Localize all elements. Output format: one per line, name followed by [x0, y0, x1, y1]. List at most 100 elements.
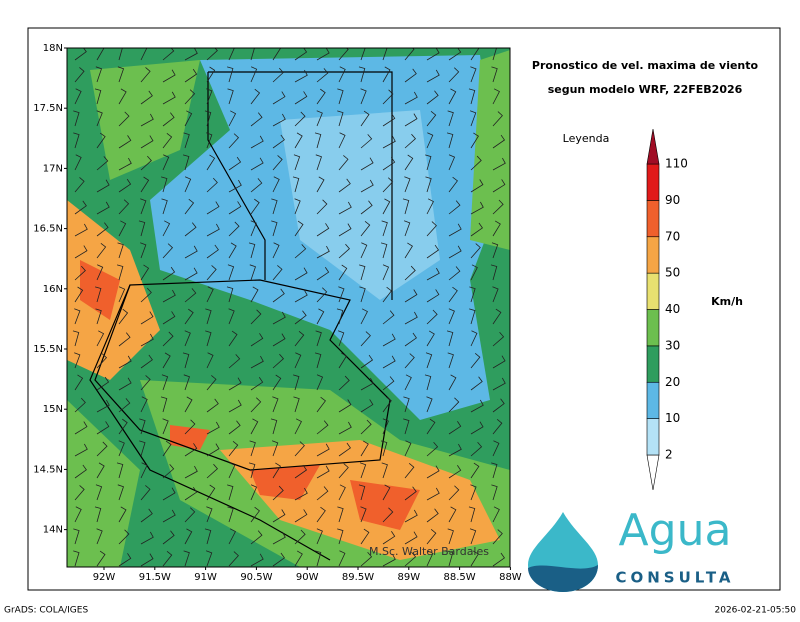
title-line: Pronostico de vel. maxima de viento	[532, 59, 759, 72]
wind-barb	[470, 462, 480, 479]
wind-barb	[470, 66, 477, 83]
wind-barb	[470, 376, 483, 391]
wind-barb	[138, 220, 146, 237]
wind-barb	[338, 132, 346, 149]
wind-barb	[184, 465, 198, 479]
wind-barb	[294, 244, 307, 259]
wind-barb	[74, 374, 84, 391]
wind-barb	[316, 223, 330, 237]
wind-barb	[404, 133, 417, 149]
wind-barb	[446, 330, 454, 347]
wind-barb	[426, 198, 434, 215]
wind-barb	[182, 154, 190, 171]
legend-level: 110	[665, 157, 688, 171]
wind-barb	[118, 308, 129, 325]
wind-barb	[359, 462, 367, 479]
wind-barb	[206, 177, 218, 193]
wind-barb	[426, 330, 435, 347]
lon-label: 89.5W	[342, 572, 374, 583]
wind-barb	[314, 132, 322, 149]
wind-barb	[117, 484, 124, 501]
wind-barb	[426, 465, 440, 479]
wind-barb	[404, 463, 415, 479]
wind-barb	[338, 264, 348, 281]
wind-barb	[404, 176, 411, 193]
wind-barb	[316, 48, 330, 61]
wind-barb	[140, 553, 154, 567]
wind-barb	[492, 157, 506, 171]
wind-barb	[228, 201, 242, 215]
wind-barb	[272, 113, 286, 127]
wind-barb	[382, 286, 392, 303]
wind-barb	[337, 528, 344, 545]
wind-barb	[382, 177, 394, 193]
wind-barb	[294, 352, 302, 369]
wind-barb	[74, 286, 84, 303]
wind-barb	[206, 265, 217, 281]
wind-barb	[205, 308, 212, 325]
wind-barb	[404, 311, 418, 325]
wind-barb	[360, 552, 373, 567]
lat-label: 14.5N	[33, 464, 63, 475]
legend-level: 90	[665, 193, 680, 207]
wind-barb	[118, 440, 125, 457]
wind-barb	[315, 154, 322, 171]
wind-barb	[228, 420, 241, 435]
wind-barb	[360, 134, 373, 149]
wind-barb	[360, 110, 370, 127]
wind-barb	[448, 286, 458, 303]
wind-barb	[74, 200, 87, 215]
wind-barb	[492, 419, 503, 435]
wind-barb	[162, 220, 171, 237]
wind-barb	[74, 352, 81, 369]
lon-label: 92W	[93, 572, 116, 583]
wind-barb	[294, 464, 308, 479]
frame	[27, 27, 781, 591]
wind-barb	[425, 176, 432, 193]
wind-barb	[74, 245, 88, 259]
wind-barb	[426, 48, 440, 61]
wind-barb	[96, 550, 106, 567]
wind-barb	[316, 528, 323, 545]
wind-barb	[382, 553, 396, 567]
wind-barb	[360, 331, 371, 347]
wind-barb	[272, 462, 281, 479]
wind-barb	[338, 178, 351, 193]
wind-barb	[294, 48, 308, 61]
wind-barb	[204, 528, 212, 545]
wind-barb	[360, 200, 373, 215]
wind-barb	[96, 528, 103, 545]
wind-barb	[184, 48, 198, 61]
wind-barb	[426, 221, 437, 237]
wind-barb	[272, 374, 282, 391]
wind-barb	[250, 178, 263, 193]
wind-barb	[447, 528, 454, 545]
wind-barb	[206, 375, 217, 391]
wind-barb	[140, 333, 154, 347]
wind-barb	[404, 551, 417, 567]
wind-barb	[184, 396, 193, 413]
wind-barb	[162, 132, 173, 149]
wind-barb	[228, 462, 236, 479]
wind-barb	[118, 506, 127, 523]
title-line: segun modelo WRF, 22FEB2026	[548, 83, 743, 96]
legend-level: 2	[665, 448, 673, 462]
wind-barb	[448, 200, 461, 215]
wind-barb	[96, 242, 107, 259]
wind-barb	[272, 485, 284, 501]
wind-barb	[272, 176, 280, 193]
wind-barb	[162, 289, 176, 303]
wind-barb	[271, 440, 279, 457]
wind-barb	[359, 264, 366, 281]
wind-barb	[95, 286, 102, 303]
lat-label: 16.5N	[33, 224, 63, 235]
wind-barb	[74, 154, 82, 171]
wind-barb	[118, 48, 123, 61]
wind-barb	[337, 110, 344, 127]
wind-barb	[360, 88, 367, 105]
wind-barb	[380, 440, 388, 457]
colorbar-band	[646, 309, 660, 347]
legend-unit: Km/h	[711, 295, 743, 308]
wind-barb	[250, 530, 263, 545]
lon-label: 91.5W	[139, 572, 171, 583]
